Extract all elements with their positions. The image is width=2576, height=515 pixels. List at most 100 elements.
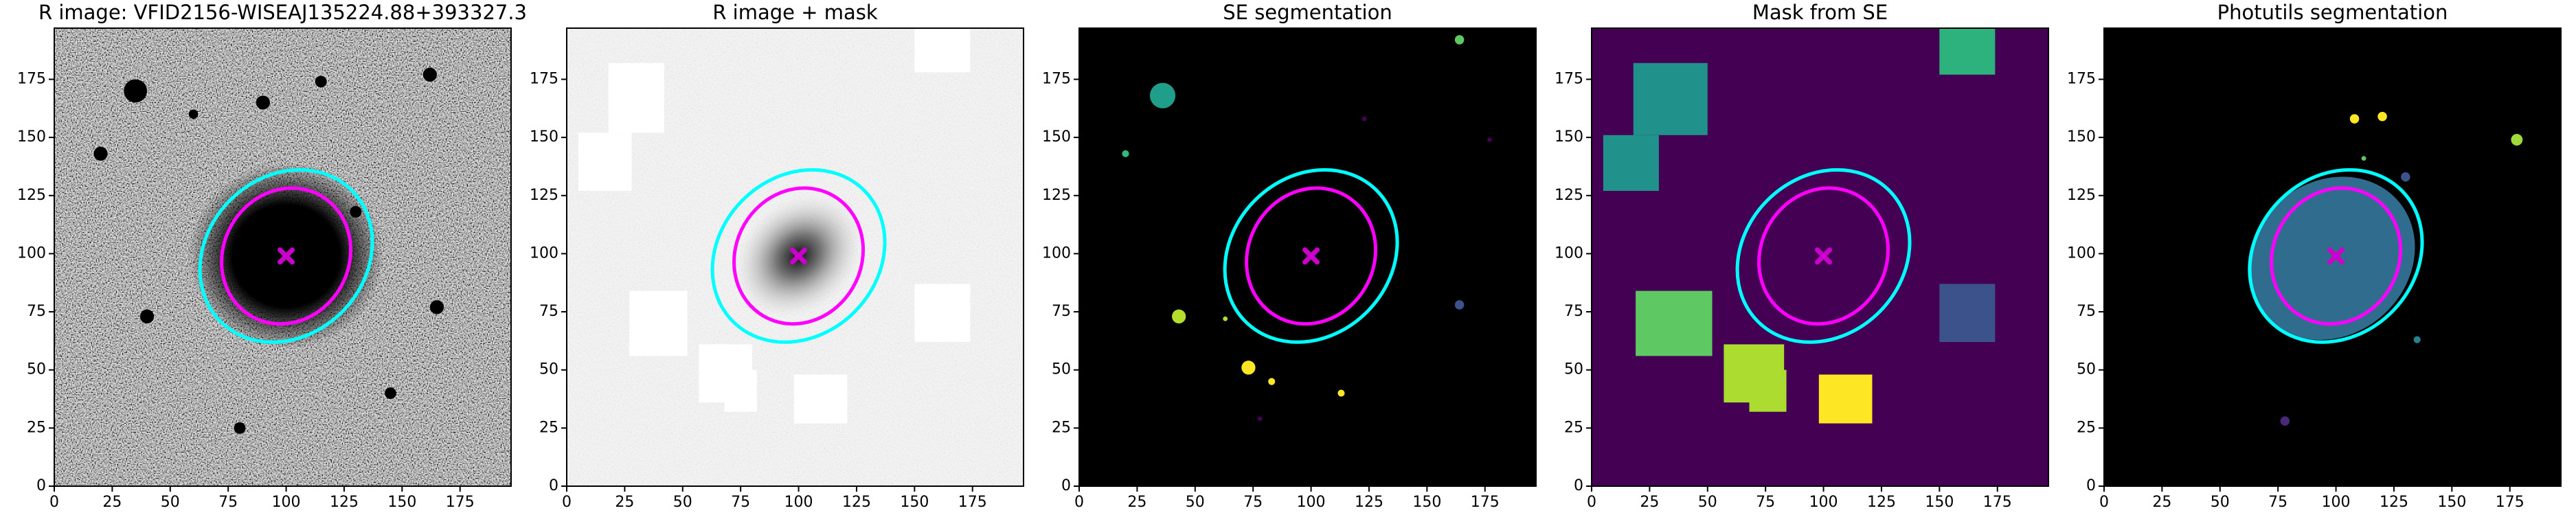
x-tick-label: 150 [900,494,929,511]
source [1223,316,1228,321]
center-marker [278,247,295,265]
x-tick-label: 100 [1297,494,1326,511]
y-tick-label: 125 [2067,187,2096,204]
axes-frame [566,27,1024,487]
aperture [1245,186,1378,326]
x-tick-label: 150 [387,494,416,511]
panel-title: R image + mask [712,1,878,24]
y-tick-label: 150 [1555,128,1583,146]
x-tick-label: 25 [102,494,122,511]
axes-frame [1078,27,1537,487]
x-tick-label: 125 [1867,494,1896,511]
panel: SE segmentation 0 25 50 75 100 125 150 175 0 25 50 7… [1042,1,1537,511]
mask-region [1818,374,1873,424]
center-marker [790,247,808,265]
y-tick-label: 75 [1052,303,1071,320]
mask-region [1633,62,1708,135]
y-tick-label: 175 [17,70,46,87]
x-tick-label: 100 [784,494,813,511]
y-tick-label: 150 [530,128,558,146]
y-tick-label: 100 [17,244,46,262]
x-tick-label: 50 [1698,494,1717,511]
y-tick-label: 175 [1555,70,1583,87]
x-tick-label: 100 [272,494,301,511]
y-tick-label: 50 [539,361,558,378]
x-tick-label: 50 [2211,494,2230,511]
y-tick-label: 25 [1052,419,1071,436]
y-tick-label: 25 [1564,419,1583,436]
axes-frame [54,27,512,487]
aperture [710,168,887,344]
source [188,109,199,119]
y-tick-label: 150 [2067,128,2096,146]
source [1172,309,1186,323]
mask-region [1749,369,1787,412]
x-tick-label: 175 [958,494,987,511]
panel-title: Photutils segmentation [2217,1,2448,24]
mask-region [914,28,971,73]
x-tick-label: 125 [2380,494,2408,511]
y-tick-label: 25 [2077,419,2096,436]
source [124,79,148,103]
mask-region [1939,284,1996,343]
image [567,28,1024,486]
source [1454,300,1465,310]
mask-region [578,133,632,192]
y-tick-label: 100 [2067,244,2096,262]
center-marker [1302,247,1320,265]
panel: Photutils segmentation 0 25 50 75 100 125 150 17… [2067,1,2562,511]
y-tick-label: 125 [1555,187,1583,204]
panel: Mask from SE 0 25 50 75 100 125 150 175 0 25 50 75 10… [1555,1,2049,511]
x-tick-label: 125 [842,494,871,511]
x-tick-label: 175 [1983,494,2012,511]
source [139,309,155,323]
y-tick-label: 100 [1555,244,1583,262]
y-tick-label: 0 [36,477,46,494]
image [1079,28,1536,486]
source [429,300,444,314]
x-tick-label: 0 [49,494,59,511]
y-tick-label: 75 [27,303,46,320]
mask-region [608,62,664,133]
source [93,146,108,161]
panel-title: SE segmentation [1223,1,1392,24]
x-tick-label: 75 [1243,494,1263,511]
x-tick-label: 125 [1355,494,1383,511]
center-marker [1815,247,1833,265]
x-tick-label: 175 [2496,494,2524,511]
mask-region [629,290,688,356]
y-tick-label: 0 [1061,477,1071,494]
x-tick-label: 50 [161,494,180,511]
y-tick-label: 150 [1042,128,1071,146]
y-tick-label: 50 [2077,361,2096,378]
source [1337,389,1345,397]
y-tick-label: 50 [1564,361,1583,378]
aperture [1757,186,1890,326]
x-tick-label: 25 [1640,494,1659,511]
source [1268,378,1276,385]
source [256,95,270,110]
source [1487,137,1492,142]
panel-title: R image: VFID2156-WISEAJ135224.88+393327… [38,1,527,24]
y-tick-label: 50 [1052,361,1071,378]
x-tick-label: 175 [1471,494,1500,511]
source [1454,35,1465,45]
aperture [2248,168,2424,344]
aperture [1735,168,1912,344]
source [2280,416,2290,426]
x-tick-label: 75 [2268,494,2287,511]
x-tick-label: 75 [731,494,750,511]
panel-title: Mask from SE [1752,1,1888,24]
y-tick-label: 75 [539,303,558,320]
mask-region [793,374,848,424]
image [2104,28,2561,486]
x-tick-label: 150 [1925,494,1954,511]
y-tick-label: 175 [1042,70,1071,87]
source [2349,114,2360,124]
x-tick-label: 50 [673,494,692,511]
aperture [732,186,866,326]
y-tick-label: 25 [27,419,46,436]
panel: R image + mask 0 25 50 75 100 125 150 175 0 25 50 75… [530,1,1024,511]
mask-region [1939,28,1996,75]
